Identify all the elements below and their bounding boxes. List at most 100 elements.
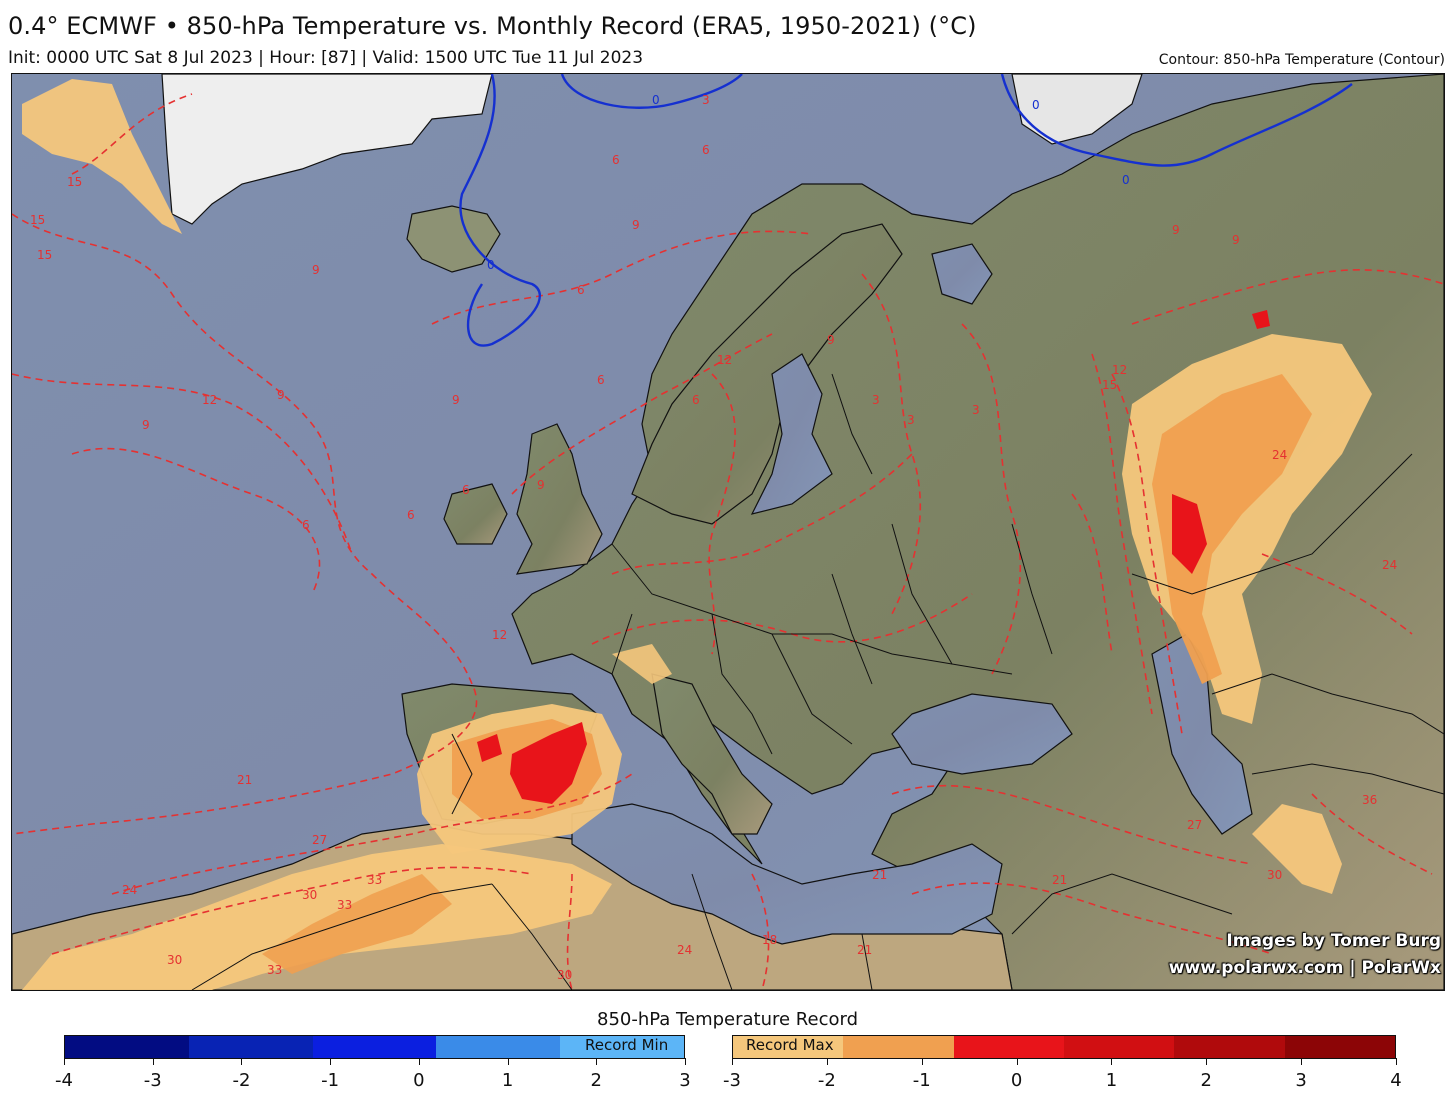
colorbar-record-min (64, 1035, 685, 1059)
mediterranean (571, 803, 1003, 945)
contour-value-label: 9 (312, 263, 320, 277)
colorbar-tick-label: 3 (679, 1070, 691, 1091)
contour-line (1111, 373, 1183, 735)
contour-line (1261, 553, 1413, 635)
colorbar-tick-mark (826, 1058, 828, 1065)
colorbar-tick-mark (1016, 1058, 1018, 1065)
colorbar-tick-mark (1111, 1058, 1113, 1065)
colorbar-title: 850-hPa Temperature Record (597, 1009, 858, 1030)
ireland (443, 483, 508, 545)
contour-value-label: 30 (1267, 868, 1282, 882)
contour-line (566, 873, 573, 990)
contour-value-label: 21 (857, 943, 872, 957)
contour-value-label: 3 (702, 93, 710, 107)
temperature-contours (12, 93, 1444, 990)
colorbar-min-label: Record Min (585, 1036, 669, 1054)
colorbar-tick-mark (596, 1058, 598, 1065)
record-shading (22, 79, 1372, 990)
white-sea (931, 243, 993, 305)
colorbar-segment (953, 1036, 1064, 1058)
colorbar-segment (1063, 1036, 1175, 1058)
colorbar-tick-mark (1206, 1058, 1208, 1065)
baltic-sea (750, 353, 833, 515)
contour-value-label: 0 (487, 258, 495, 272)
shade-central-asia-4 (1252, 310, 1270, 329)
contour-value-label: 6 (407, 508, 415, 522)
contour-value-label: 6 (597, 373, 605, 387)
contour-line (511, 333, 773, 495)
shade-morocco-2 (262, 874, 452, 974)
italy (651, 673, 773, 835)
map-panel: 15 15 15 9 9 12 9 6 6 9 6 6 6 6 9 9 6 3 3 0 0 0 0 3 3 9 12 15 24 24 21… (11, 73, 1445, 991)
colorbar-tick-label: 0 (1010, 1070, 1023, 1091)
map-subtitle: Init: 0000 UTC Sat 8 Jul 2023 | Hour: [8… (8, 48, 644, 68)
zero-contour (1000, 74, 1353, 167)
contour-value-label: 15 (30, 213, 45, 227)
contour-value-label: 21 (872, 868, 887, 882)
colorbar-tick-label: 1 (501, 1070, 514, 1091)
contour-value-label: 9 (632, 218, 640, 232)
country-borders (191, 373, 1444, 990)
contour-value-label: 9 (537, 478, 545, 492)
credit-website: www.polarwx.com | PolarWx (1168, 958, 1441, 978)
contour-value-label: 12 (717, 353, 732, 367)
colorbar-segment (733, 1036, 844, 1058)
contour-value-label: 6 (612, 153, 620, 167)
iceland (406, 205, 501, 273)
colorbar-tick-label: -2 (232, 1070, 251, 1091)
contour-value-label: 6 (702, 143, 710, 157)
colorbar-tick-mark (1301, 1058, 1303, 1065)
contour-value-label: 33 (337, 898, 352, 912)
contour-line (1311, 793, 1433, 875)
colorbar-tick-label: 3 (1295, 1070, 1307, 1091)
colorbar-tick-label: 2 (590, 1070, 603, 1091)
colorbar-segment (560, 1036, 684, 1058)
contour-value-label: 12 (492, 628, 507, 642)
shade-iberia-3 (510, 722, 587, 804)
contour-value-label: 30 (302, 888, 317, 902)
contour-value-label: 36 (1362, 793, 1377, 807)
zero-contour (560, 74, 743, 109)
contour-legend-label: Contour: 850-hPa Temperature (Contour) (1158, 52, 1445, 68)
contour-value-label: 15 (37, 248, 52, 262)
shade-morocco (22, 844, 612, 990)
colorbar-tick-mark (921, 1058, 923, 1065)
colorbar-segment (1284, 1036, 1395, 1058)
contour-value-label: 15 (1102, 378, 1117, 392)
contour-line (71, 93, 193, 175)
contour-value-label: 12 (202, 393, 217, 407)
colorbar-tick-mark (1396, 1058, 1397, 1065)
colorbar-tick-mark (685, 1058, 686, 1065)
contour-line (751, 873, 770, 990)
contour-value-label: 27 (312, 833, 327, 847)
contour-value-label: 6 (577, 283, 585, 297)
contour-line (911, 882, 1273, 955)
contour-value-label: 9 (827, 333, 835, 347)
colorbar-tick-label: -3 (723, 1070, 741, 1091)
zero-contour (459, 74, 542, 347)
contour-value-label: 9 (452, 393, 460, 407)
contour-value-label: 6 (692, 393, 700, 407)
colorbar-tick-label: -3 (143, 1070, 162, 1091)
credit-author: Images by Tomer Burg (1226, 931, 1441, 951)
contour-value-label: 33 (367, 873, 382, 887)
shade-iberia-4 (477, 734, 502, 762)
colorbar-segment (1174, 1036, 1285, 1058)
contour-value-label: 24 (1272, 448, 1287, 462)
inland-seas (571, 243, 1253, 945)
shade-iran (1252, 804, 1342, 894)
contour-value-label: 12 (1112, 363, 1127, 377)
contour-value-label: 3 (907, 413, 915, 427)
zero-contours (459, 74, 1353, 347)
colorbar-tick-label: 1 (1105, 1070, 1118, 1091)
contour-value-label: 24 (122, 883, 137, 897)
colorbar-tick-label: -4 (55, 1070, 73, 1091)
colorbar-segment (843, 1036, 954, 1058)
colorbar-tick-label: 0 (413, 1070, 425, 1091)
colorbar-segment (436, 1036, 561, 1058)
contour-line (861, 273, 922, 615)
contour-line (71, 447, 321, 595)
contour-value-label: 3 (872, 393, 880, 407)
